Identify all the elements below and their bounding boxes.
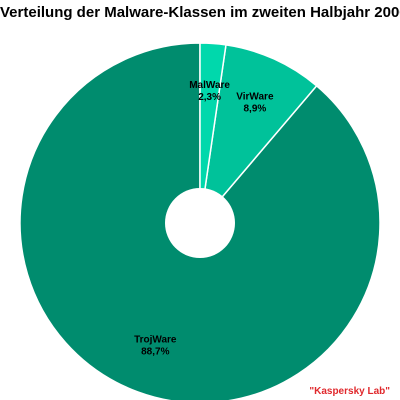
slice-label-malware: MalWare bbox=[189, 80, 230, 91]
chart-title: Verteilung der Malware-Klassen im zweite… bbox=[0, 4, 400, 21]
slices-layer bbox=[19, 42, 381, 400]
slice-label-virware: VirWare bbox=[236, 92, 274, 103]
pie-slice-malware bbox=[199, 42, 227, 224]
slice-value-malware: 2,3% bbox=[198, 92, 221, 103]
credit-label: "Kaspersky Lab" bbox=[309, 386, 390, 397]
slice-value-trojware: 88,7% bbox=[141, 347, 169, 358]
slice-value-virware: 8,9% bbox=[244, 104, 267, 115]
slice-label-trojware: TrojWare bbox=[134, 335, 177, 346]
pie-slice-virware bbox=[198, 44, 318, 226]
donut-hole bbox=[165, 188, 235, 258]
pie-slice-trojware bbox=[19, 42, 381, 400]
